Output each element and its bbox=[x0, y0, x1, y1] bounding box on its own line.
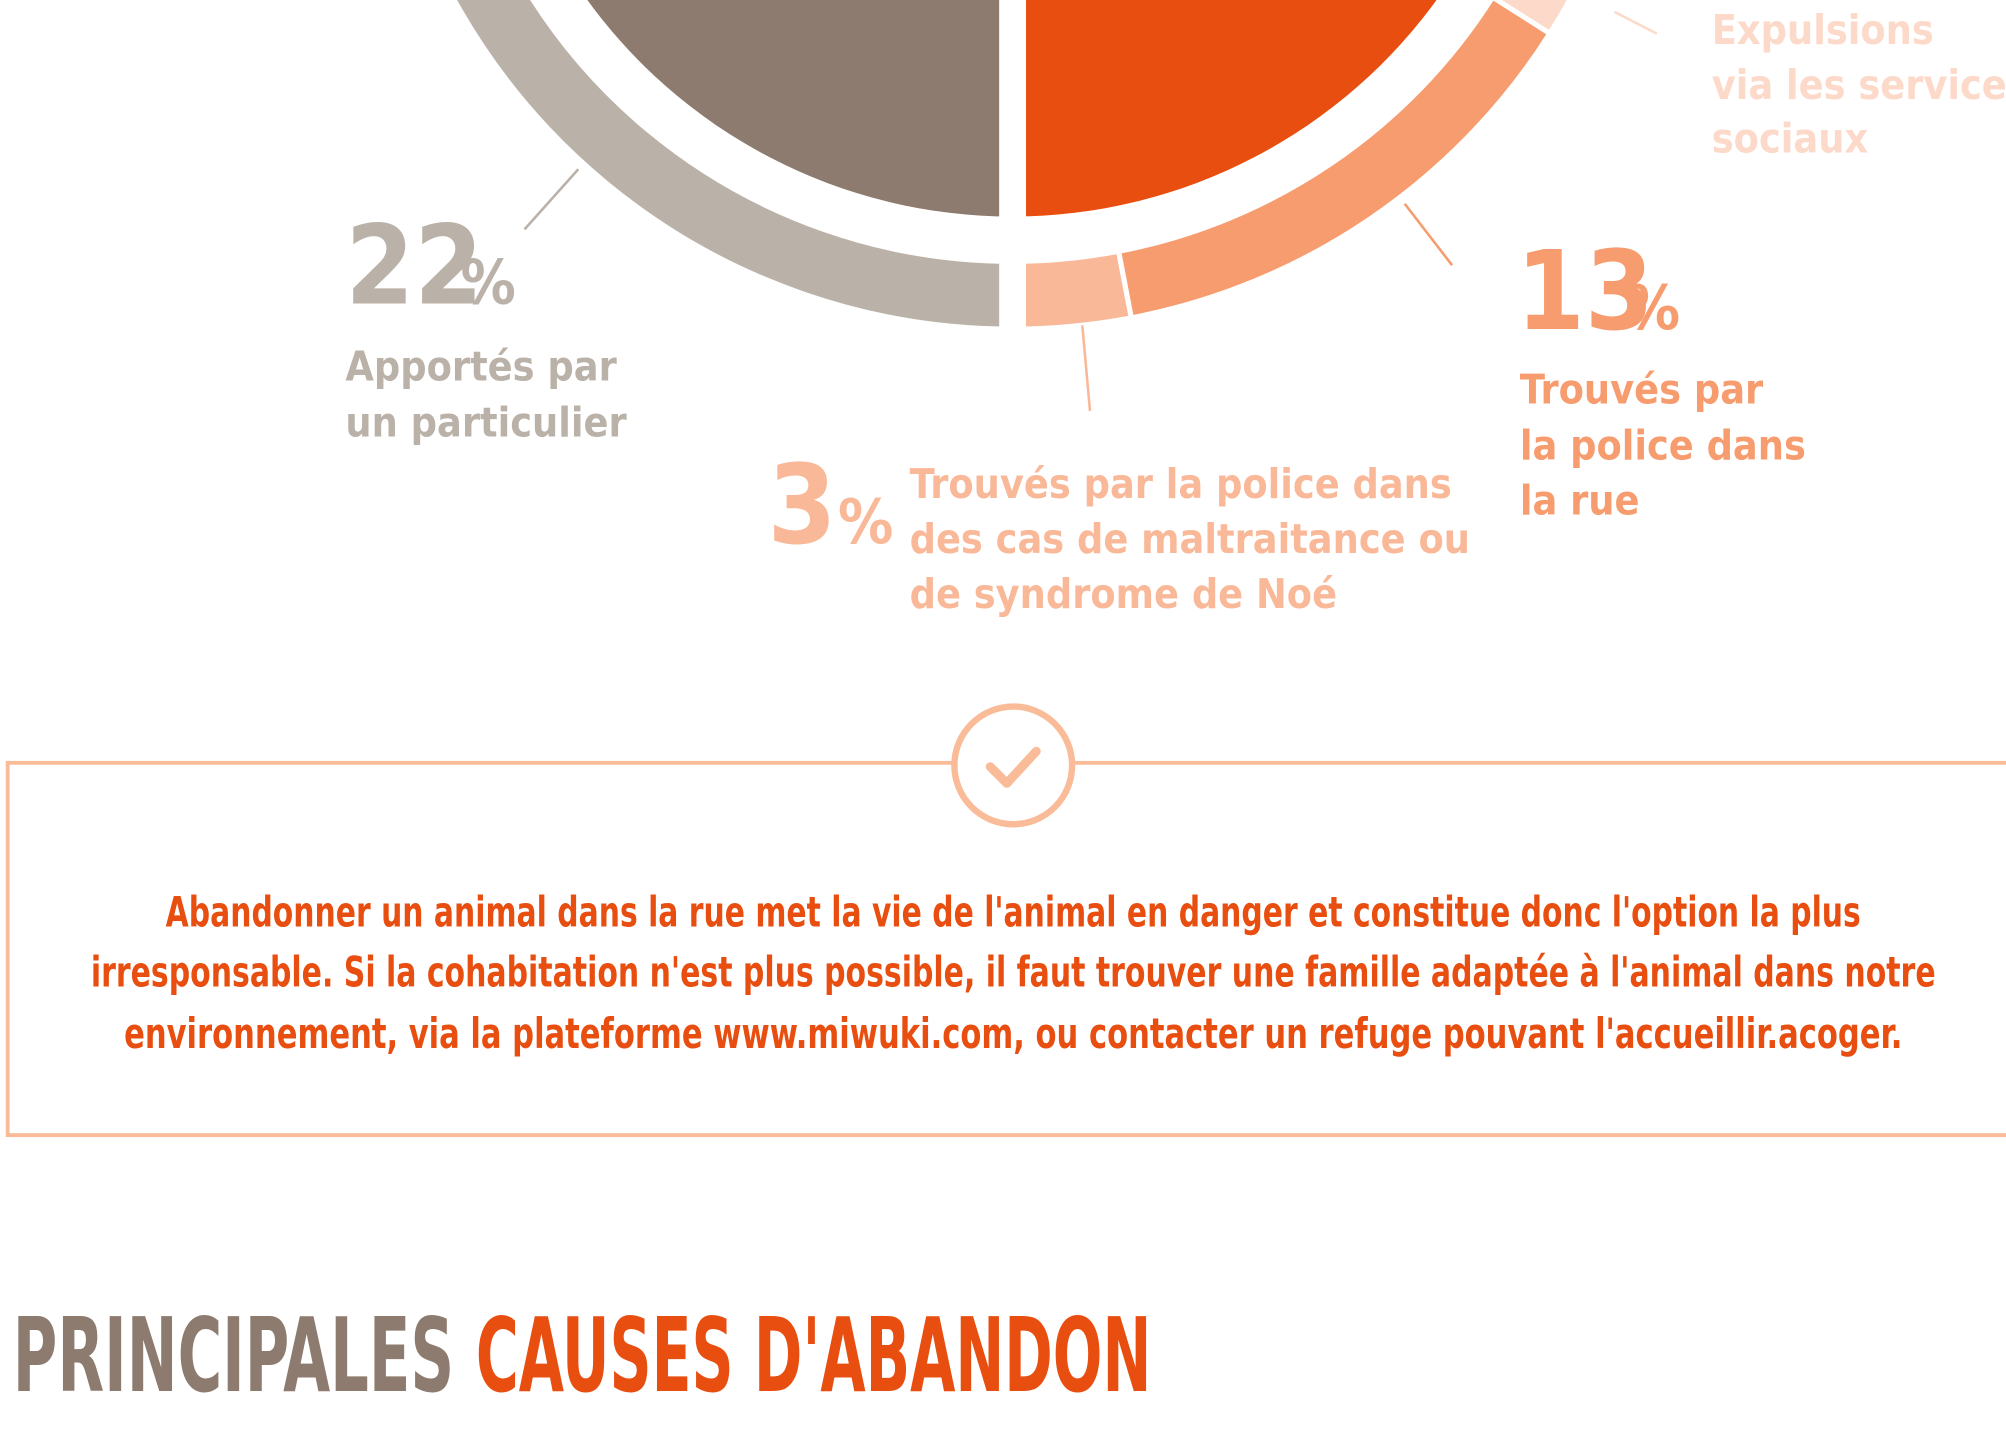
donut-ring bbox=[451, 0, 1573, 332]
leader-lines bbox=[523, 10, 1658, 412]
percent-value: 22 bbox=[345, 202, 483, 330]
check-icon bbox=[951, 703, 1076, 828]
notice-line: irresponsable. Si la cohabitation n'est … bbox=[91, 948, 1936, 997]
segment-label: un particulier bbox=[345, 399, 627, 447]
segment-label: la police dans bbox=[1520, 422, 1806, 470]
notice-text: Abandonner un animal dans la rue met la … bbox=[91, 888, 1936, 1059]
donut-labels: 22% Apportés par un particulier 3 % Trouvés p… bbox=[345, 6, 2006, 618]
percent-sign: % bbox=[838, 487, 893, 558]
notice-line: environnement, via la plateforme www.miw… bbox=[124, 1009, 1902, 1058]
segment-label: Apportés par bbox=[345, 342, 617, 390]
notice-text-part: environnement, via la plateforme bbox=[124, 1009, 713, 1058]
percent-value: 13 bbox=[1516, 227, 1654, 355]
donut-segment bbox=[451, 0, 1015, 332]
percent-sign: % bbox=[1625, 273, 1680, 344]
leader-line bbox=[1403, 202, 1454, 266]
segment-label: de syndrome de Noé bbox=[910, 570, 1337, 618]
percent-sign: % bbox=[461, 248, 516, 319]
segment-label: Expulsions bbox=[1712, 6, 1934, 54]
check-mark bbox=[985, 746, 1041, 788]
segment-label: la rue bbox=[1520, 477, 1640, 525]
leader-line bbox=[1081, 325, 1092, 412]
heading-part: CAUSES D'ABANDON bbox=[476, 1297, 1151, 1416]
pie-slice bbox=[1011, 0, 1437, 217]
pie-slice bbox=[587, 0, 1012, 217]
segment-label: des cas de maltraitance ou bbox=[910, 515, 1470, 563]
notice-link[interactable]: www.miwuki.com bbox=[713, 1009, 1013, 1058]
leader-line bbox=[523, 168, 580, 231]
leader-line bbox=[1613, 10, 1658, 35]
segment-label: via les services bbox=[1712, 61, 2006, 109]
segment-label: Trouvés par bbox=[1520, 365, 1764, 413]
heading-part: PRINCIPALES bbox=[13, 1297, 454, 1416]
segment-label: sociaux bbox=[1712, 115, 1869, 163]
donut-segment bbox=[1492, 0, 1573, 37]
donut-segment bbox=[1009, 248, 1135, 332]
percent-value: 3 bbox=[768, 441, 837, 569]
notice-text-part: , ou contacter un refuge pouvant l'accue… bbox=[1013, 1009, 1902, 1058]
segment-label: Trouvés par la police dans bbox=[910, 460, 1452, 508]
notice-line: Abandonner un animal dans la rue met la … bbox=[166, 888, 1861, 937]
